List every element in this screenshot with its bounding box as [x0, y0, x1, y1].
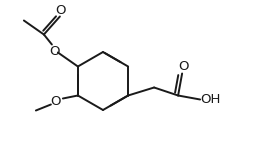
Text: O: O [178, 60, 188, 73]
Text: O: O [56, 4, 66, 17]
Text: OH: OH [200, 93, 220, 106]
Text: O: O [51, 95, 61, 108]
Text: O: O [50, 45, 60, 58]
